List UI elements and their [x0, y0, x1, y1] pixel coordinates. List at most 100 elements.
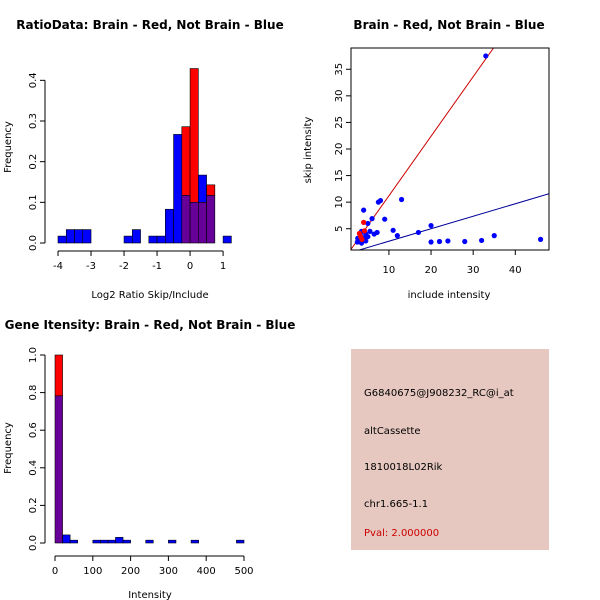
intensity-histogram-axes: 0 100 200 300 400 500 0.0 0.2 0.4 0.6 0.8 1.0 — [28, 347, 254, 577]
intensity-histogram-bar — [122, 539, 131, 544]
intensity-scatter-point — [354, 239, 360, 245]
ratio-histogram-bar — [74, 229, 84, 244]
intensity-scatter-point — [361, 228, 368, 234]
intensity-scatter-point — [478, 237, 485, 244]
ratio-histogram-y-tick-label: 0.0 — [28, 235, 39, 251]
intensity-histogram-bar — [100, 539, 109, 544]
intensity-scatter-point — [445, 238, 451, 244]
intensity-scatter-x-tick-label: 40 — [509, 265, 522, 276]
intensity-histogram-bar — [54, 354, 63, 397]
ratio-histogram-title: RatioData: Brain - Red, Not Brain - Blue — [16, 18, 283, 32]
intensity-scatter-point — [436, 238, 443, 245]
ratio-histogram-bar — [131, 229, 141, 244]
intensity-scatter-point — [382, 216, 388, 222]
intensity-histogram-y-tick-label: 1.0 — [28, 347, 39, 363]
intensity-scatter-fit-lines — [351, 48, 549, 250]
ratio-histogram-bar — [57, 235, 67, 244]
intensity-histogram-x-tick-label: 400 — [197, 566, 216, 577]
intensity-histogram-bar — [190, 539, 199, 544]
intensity-scatter-point — [361, 219, 367, 225]
intensity-histogram-bars — [54, 354, 245, 544]
intensity-scatter-point — [537, 236, 544, 242]
intensity-scatter-y-tick-label: 10 — [334, 196, 345, 209]
ratio-histogram-bars — [57, 68, 232, 244]
event-type: altCassette — [364, 426, 421, 437]
intensity-histogram-y-tick-label: 0.4 — [28, 460, 39, 476]
intensity-histogram-x-tick-label: 500 — [234, 566, 253, 577]
intensity-scatter-y-tick-label: 25 — [334, 116, 345, 129]
intensity-scatter-x-tick-label: 10 — [383, 265, 396, 276]
ratio-histogram-x-tick-label: -4 — [53, 261, 63, 272]
intensity-scatter-y-tick-label: 35 — [334, 63, 345, 76]
intensity-scatter-point — [361, 207, 367, 213]
ratio-histogram: RatioData: Brain - Red, Not Brain - Blue… — [3, 18, 284, 301]
intensity-histogram-bar — [168, 539, 177, 544]
intensity-scatter-point — [428, 239, 434, 245]
ratio-histogram-bar — [173, 134, 183, 244]
intensity-histogram-bar — [145, 539, 154, 544]
intensity-scatter-point — [491, 233, 497, 239]
ratio-histogram-overlap-bar — [198, 202, 207, 244]
intensity-scatter-title: Brain - Red, Not Brain - Blue — [353, 18, 544, 32]
info-panel: G6840675@J908232_RC@i_at altCassette 181… — [351, 349, 549, 550]
ratio-histogram-x-tick-label: -3 — [86, 261, 96, 272]
intensity-histogram-x-tick-label: 0 — [52, 566, 58, 577]
intensity-histogram-y-tick-label: 0.8 — [28, 385, 39, 401]
intensity-scatter-point — [394, 233, 400, 239]
intensity-scatter-x-tick-label: 30 — [467, 265, 480, 276]
ratio-histogram-bar — [148, 235, 158, 244]
intensity-scatter-point — [367, 228, 373, 234]
intensity-scatter-point — [428, 222, 434, 229]
intensity-scatter: Brain - Red, Not Brain - Blue 10 20 30 40 5 1… — [303, 18, 550, 301]
ratio-histogram-y-tick-label: 0.3 — [28, 113, 39, 129]
ratio-histogram-y-tick-label: 0.2 — [28, 154, 39, 170]
ratio-histogram-bar — [206, 184, 216, 196]
intensity-histogram-y-tick-label: 0.6 — [28, 422, 39, 438]
intensity-scatter-point — [374, 229, 380, 236]
ratio-histogram-y-tick-label: 0.1 — [28, 194, 39, 210]
intensity-scatter-points — [354, 53, 544, 246]
intensity-scatter-y-tick-label: 20 — [334, 143, 345, 156]
genomic-location: chr1.665-1.1 — [364, 499, 428, 510]
ratio-histogram-bar — [123, 235, 133, 244]
info-panel-background — [351, 349, 549, 550]
ratio-histogram-axes: -4 -3 -2 -1 0 1 0.0 0.1 0.2 0.3 0.4 — [28, 72, 226, 272]
ratio-histogram-xlabel: Log2 Ratio Skip/Include — [91, 290, 208, 301]
intensity-histogram-title: Gene Itensity: Brain - Red, Not Brain - … — [5, 318, 296, 332]
intensity-scatter-x-tick-label: 20 — [425, 265, 438, 276]
ratio-histogram-bar — [156, 235, 166, 244]
intensity-histogram-x-tick-label: 200 — [121, 566, 140, 577]
intensity-scatter-point — [398, 196, 405, 203]
intensity-scatter-point — [375, 199, 381, 205]
intensity-scatter-y-tick-label: 15 — [334, 169, 345, 182]
intensity-scatter-fit-line — [351, 48, 495, 250]
intensity-scatter-ylabel: skip intensity — [303, 117, 314, 184]
intensity-scatter-fit-line — [357, 193, 549, 250]
ratio-histogram-bar — [181, 126, 191, 196]
ratio-histogram-bar — [198, 174, 207, 203]
intensity-histogram-bar — [115, 537, 124, 544]
intensity-scatter-point — [369, 216, 375, 222]
ratio-histogram-overlap-bar — [206, 195, 216, 244]
intensity-scatter-y-tick-label: 5 — [334, 226, 345, 232]
ratio-histogram-y-tick-label: 0.4 — [28, 72, 39, 88]
intensity-scatter-point — [365, 234, 371, 240]
intensity-histogram-bar — [92, 539, 101, 544]
pval-text: Pval: 2.000000 — [364, 528, 439, 539]
intensity-scatter-xlabel: include intensity — [408, 290, 491, 301]
intensity-scatter-frame — [350, 47, 550, 251]
intensity-scatter-point — [462, 238, 468, 245]
ratio-histogram-x-tick-label: -1 — [152, 261, 162, 272]
intensity-scatter-point — [415, 229, 422, 236]
intensity-scatter-point — [365, 220, 371, 227]
ratio-histogram-bar — [165, 208, 174, 244]
ratio-histogram-overlap-bar — [181, 195, 191, 244]
intensity-histogram-x-tick-label: 300 — [159, 566, 178, 577]
ratio-histogram-bar — [65, 229, 75, 244]
probe-id: G6840675@J908232_RC@i_at — [364, 388, 514, 399]
intensity-histogram-bar — [107, 539, 116, 544]
intensity-histogram-bar — [69, 539, 78, 544]
intensity-scatter-point — [359, 236, 365, 242]
intensity-histogram-x-tick-label: 100 — [83, 566, 102, 577]
